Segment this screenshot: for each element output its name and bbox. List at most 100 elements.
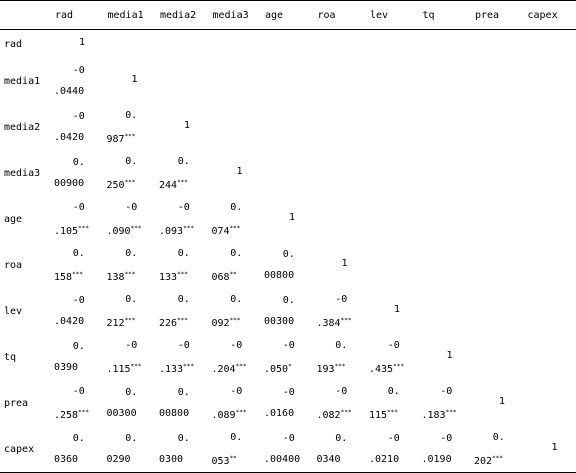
cell (261, 104, 314, 150)
diagonal-value: 1 (184, 120, 190, 131)
cell: -0.093*** (156, 196, 209, 242)
cell (156, 58, 209, 104)
cell: -0.0420 (51, 104, 104, 150)
value-digits: 158 (54, 272, 72, 283)
column-header: age (261, 1, 314, 30)
value-digits: 0390 (54, 362, 78, 373)
column-header: roa (314, 1, 367, 30)
value-line-1: 0. (107, 289, 157, 310)
significance-stars: *** (78, 409, 89, 416)
value-line-1: 0. (264, 290, 314, 311)
value-digits: .435 (369, 364, 393, 375)
cell (524, 334, 576, 380)
cell (524, 196, 576, 242)
value-digits: .384 (317, 318, 341, 329)
cell: 0.0290 (104, 426, 157, 473)
cell: 0.115*** (366, 380, 419, 426)
value-line-2: 053** (212, 448, 262, 472)
cell: -0 .384*** (314, 288, 367, 334)
cell: 1 (261, 196, 314, 242)
cell (366, 30, 419, 59)
value-digits: .0160 (264, 408, 294, 419)
cell (366, 150, 419, 196)
value-digits: 0360 (54, 454, 78, 465)
row-label: rad (0, 30, 51, 59)
cell (524, 380, 576, 426)
cell: 0.226*** (156, 288, 209, 334)
significance-stars: *** (446, 409, 457, 416)
significance-stars: ** (230, 271, 237, 278)
cell (314, 104, 367, 150)
significance-stars: *** (236, 409, 247, 416)
cell (524, 58, 576, 104)
cell: 0.00300 (104, 380, 157, 426)
value-line-1: 0. (54, 152, 104, 173)
value-line-2: 193*** (317, 356, 367, 380)
value-line-2: .0420 (54, 311, 104, 332)
value-line-2: .258*** (54, 402, 104, 426)
value-digits: 00900 (54, 178, 84, 189)
value-line-2: 115*** (369, 402, 419, 426)
value-digits: .00400 (264, 454, 300, 465)
cell: -0.0190 (419, 426, 472, 473)
cell: 0.138*** (104, 242, 157, 288)
value-line-1: -0 (317, 381, 367, 402)
value-line-2: .204*** (212, 356, 262, 380)
value-digits: 00800 (264, 270, 294, 281)
significance-stars: *** (341, 317, 352, 324)
diagonal-value: 1 (237, 166, 243, 177)
cell: -0.0440 (51, 58, 104, 104)
cell: 0.068** (209, 242, 262, 288)
value-line-2: 0340 (317, 449, 367, 470)
significance-stars: *** (177, 317, 188, 324)
value-line-2: 987*** (107, 126, 157, 150)
value-line-2: .0190 (422, 449, 472, 470)
row-label: media3 (0, 150, 51, 196)
cell (471, 30, 524, 59)
cell: -0.115*** (104, 334, 157, 380)
value-line-1: -0 (54, 197, 104, 218)
value-line-1: 0. (212, 427, 262, 448)
value-line-2: 074*** (212, 218, 262, 242)
row-label: age (0, 196, 51, 242)
cell (471, 104, 524, 150)
corner-cell (0, 1, 51, 30)
value-line-2: .183*** (422, 402, 472, 426)
cell: 1 (209, 150, 262, 196)
value-line-2: .0420 (54, 127, 104, 148)
significance-stars: *** (131, 363, 142, 370)
value-line-2: 00800 (159, 403, 209, 424)
value-digits: 202 (474, 456, 492, 467)
cell (419, 196, 472, 242)
cell: -0.435*** (366, 334, 419, 380)
table-row: age-0.105***-0.090***-0.093***0.074***1 (0, 196, 576, 242)
value-line-1: -0 (317, 289, 367, 310)
cell (366, 104, 419, 150)
value-digits: 133 (159, 272, 177, 283)
value-digits: 00300 (107, 408, 137, 419)
column-header: media2 (156, 1, 209, 30)
cell: 0.0300 (156, 426, 209, 473)
column-header: media3 (209, 1, 262, 30)
cell: -0.082*** (314, 380, 367, 426)
cell (471, 288, 524, 334)
value-line-2: .00400 (264, 449, 314, 470)
value-digits: 00300 (264, 316, 294, 327)
value-digits: 193 (317, 364, 335, 375)
significance-stars: *** (341, 409, 352, 416)
cell: -0.258*** (51, 380, 104, 426)
cell: 0.202*** (471, 426, 524, 473)
value-digits: .183 (422, 410, 446, 421)
value-digits: 0290 (107, 454, 131, 465)
cell: 1 (471, 380, 524, 426)
value-line-1: 0. (212, 243, 262, 264)
cell: 0.193*** (314, 334, 367, 380)
value-line-2: 212*** (107, 310, 157, 334)
diagonal-value: 1 (289, 212, 295, 223)
value-line-1: 0. (212, 197, 262, 218)
